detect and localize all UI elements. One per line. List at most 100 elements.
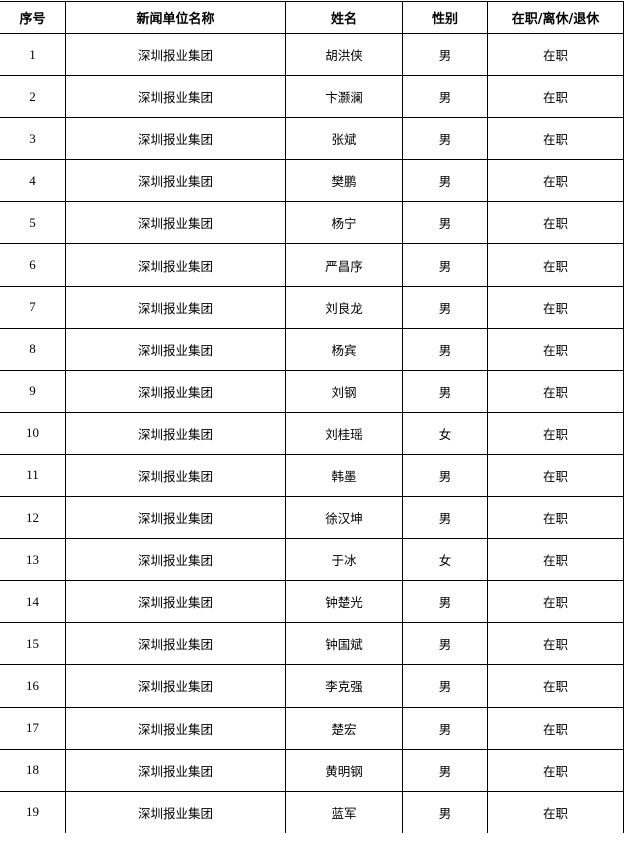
table-row: 5 深圳报业集团 杨宁男在职 bbox=[0, 201, 624, 245]
table-row: 2 深圳报业集团 卞灏澜男在职 bbox=[0, 75, 624, 119]
cell-gender: 女 bbox=[402, 538, 488, 582]
cell-status: 在职 bbox=[487, 75, 624, 119]
cell-gender: 男 bbox=[402, 117, 488, 161]
header-index: 序号 bbox=[0, 1, 66, 34]
cell-index: 10 bbox=[0, 411, 66, 455]
cell-organization: 深圳报业集团 bbox=[65, 496, 286, 540]
cell-index: 17 bbox=[0, 706, 66, 750]
table-body: 1 深圳报业集团 胡洪侠男在职 2 深圳报业集团 卞灏澜男在职 3 深圳报业集团 张斌男在职 4 深… bbox=[0, 32, 624, 833]
cell-gender: 男 bbox=[402, 453, 488, 498]
cell-organization: 深圳报业集团 bbox=[65, 117, 286, 161]
table-header-row: 序号 新闻单位名称 姓名 性别 在职/离休/退休 bbox=[0, 1, 624, 34]
cell-name: 杨宾 bbox=[285, 327, 403, 371]
cell-organization: 深圳报业集团 bbox=[65, 706, 286, 750]
cell-organization: 深圳报业集团 bbox=[65, 285, 286, 329]
cell-status: 在职 bbox=[487, 243, 624, 287]
cell-organization: 深圳报业集团 bbox=[65, 453, 286, 498]
cell-index: 16 bbox=[0, 664, 66, 708]
cell-name: 钟楚光 bbox=[285, 580, 403, 624]
header-name: 姓名 bbox=[285, 1, 403, 34]
cell-status: 在职 bbox=[487, 411, 624, 455]
cell-gender: 男 bbox=[402, 243, 488, 287]
cell-status: 在职 bbox=[487, 117, 624, 161]
cell-name: 楚宏 bbox=[285, 706, 403, 750]
cell-index: 9 bbox=[0, 369, 66, 413]
cell-gender: 女 bbox=[402, 411, 488, 455]
cell-status: 在职 bbox=[487, 664, 624, 708]
cell-gender: 男 bbox=[402, 285, 488, 329]
table-row: 12 深圳报业集团 徐汉坤男在职 bbox=[0, 496, 624, 540]
cell-status: 在职 bbox=[487, 748, 624, 792]
cell-index: 8 bbox=[0, 327, 66, 371]
cell-gender: 男 bbox=[402, 664, 488, 708]
cell-index: 4 bbox=[0, 159, 66, 203]
cell-organization: 深圳报业集团 bbox=[65, 159, 286, 203]
table-row: 10 深圳报业集团 刘桂瑶女在职 bbox=[0, 411, 624, 455]
cell-organization: 深圳报业集团 bbox=[65, 201, 286, 245]
cell-status: 在职 bbox=[487, 622, 624, 666]
cell-name: 严昌序 bbox=[285, 243, 403, 287]
cell-organization: 深圳报业集团 bbox=[65, 32, 286, 77]
cell-index: 6 bbox=[0, 243, 66, 287]
cell-name: 韩墨 bbox=[285, 453, 403, 498]
cell-status: 在职 bbox=[487, 159, 624, 203]
cell-index: 5 bbox=[0, 201, 66, 245]
cell-gender: 男 bbox=[402, 369, 488, 413]
cell-gender: 男 bbox=[402, 159, 488, 203]
cell-name: 于冰 bbox=[285, 538, 403, 582]
cell-gender: 男 bbox=[402, 496, 488, 540]
cell-name: 蓝军 bbox=[285, 790, 403, 833]
cell-index: 3 bbox=[0, 117, 66, 161]
table-row: 8 深圳报业集团 杨宾男在职 bbox=[0, 327, 624, 371]
cell-organization: 深圳报业集团 bbox=[65, 327, 286, 371]
cell-organization: 深圳报业集团 bbox=[65, 790, 286, 833]
cell-status: 在职 bbox=[487, 580, 624, 624]
cell-gender: 男 bbox=[402, 32, 488, 77]
cell-name: 钟国斌 bbox=[285, 622, 403, 666]
cell-name: 李克强 bbox=[285, 664, 403, 708]
table-row: 7 深圳报业集团 刘良龙男在职 bbox=[0, 285, 624, 329]
cell-organization: 深圳报业集团 bbox=[65, 538, 286, 582]
cell-index: 15 bbox=[0, 622, 66, 666]
table-row: 4 深圳报业集团 樊鹏男在职 bbox=[0, 159, 624, 203]
table-row: 3 深圳报业集团 张斌男在职 bbox=[0, 117, 624, 161]
cell-organization: 深圳报业集团 bbox=[65, 664, 286, 708]
cell-organization: 深圳报业集团 bbox=[65, 411, 286, 455]
cell-status: 在职 bbox=[487, 369, 624, 413]
cell-name: 樊鹏 bbox=[285, 159, 403, 203]
cell-organization: 深圳报业集团 bbox=[65, 369, 286, 413]
table-row: 13 深圳报业集团 于冰女在职 bbox=[0, 538, 624, 582]
cell-organization: 深圳报业集团 bbox=[65, 580, 286, 624]
table-row: 14 深圳报业集团 钟楚光男在职 bbox=[0, 580, 624, 624]
table-row: 1 深圳报业集团 胡洪侠男在职 bbox=[0, 32, 624, 77]
cell-index: 12 bbox=[0, 496, 66, 540]
table-row: 18 深圳报业集团 黄明钢男在职 bbox=[0, 748, 624, 792]
table-row: 6 深圳报业集团 严昌序男在职 bbox=[0, 243, 624, 287]
table-row: 15 深圳报业集团 钟国斌男在职 bbox=[0, 622, 624, 666]
cell-name: 刘桂瑶 bbox=[285, 411, 403, 455]
header-status: 在职/离休/退休 bbox=[487, 1, 624, 34]
cell-index: 19 bbox=[0, 790, 66, 833]
cell-gender: 男 bbox=[402, 75, 488, 119]
cell-gender: 男 bbox=[402, 622, 488, 666]
cell-gender: 男 bbox=[402, 580, 488, 624]
cell-status: 在职 bbox=[487, 285, 624, 329]
table-row: 9 深圳报业集团 刘钢男在职 bbox=[0, 369, 624, 413]
cell-index: 1 bbox=[0, 32, 66, 77]
cell-gender: 男 bbox=[402, 327, 488, 371]
cell-status: 在职 bbox=[487, 201, 624, 245]
cell-status: 在职 bbox=[487, 496, 624, 540]
cell-gender: 男 bbox=[402, 201, 488, 245]
cell-status: 在职 bbox=[487, 453, 624, 498]
cell-index: 2 bbox=[0, 75, 66, 119]
cell-organization: 深圳报业集团 bbox=[65, 622, 286, 666]
cell-status: 在职 bbox=[487, 327, 624, 371]
table-row: 11 深圳报业集团 韩墨男在职 bbox=[0, 453, 624, 498]
cell-gender: 男 bbox=[402, 706, 488, 750]
cell-index: 11 bbox=[0, 453, 66, 498]
cell-status: 在职 bbox=[487, 538, 624, 582]
cell-index: 7 bbox=[0, 285, 66, 329]
cell-index: 18 bbox=[0, 748, 66, 792]
cell-organization: 深圳报业集团 bbox=[65, 243, 286, 287]
